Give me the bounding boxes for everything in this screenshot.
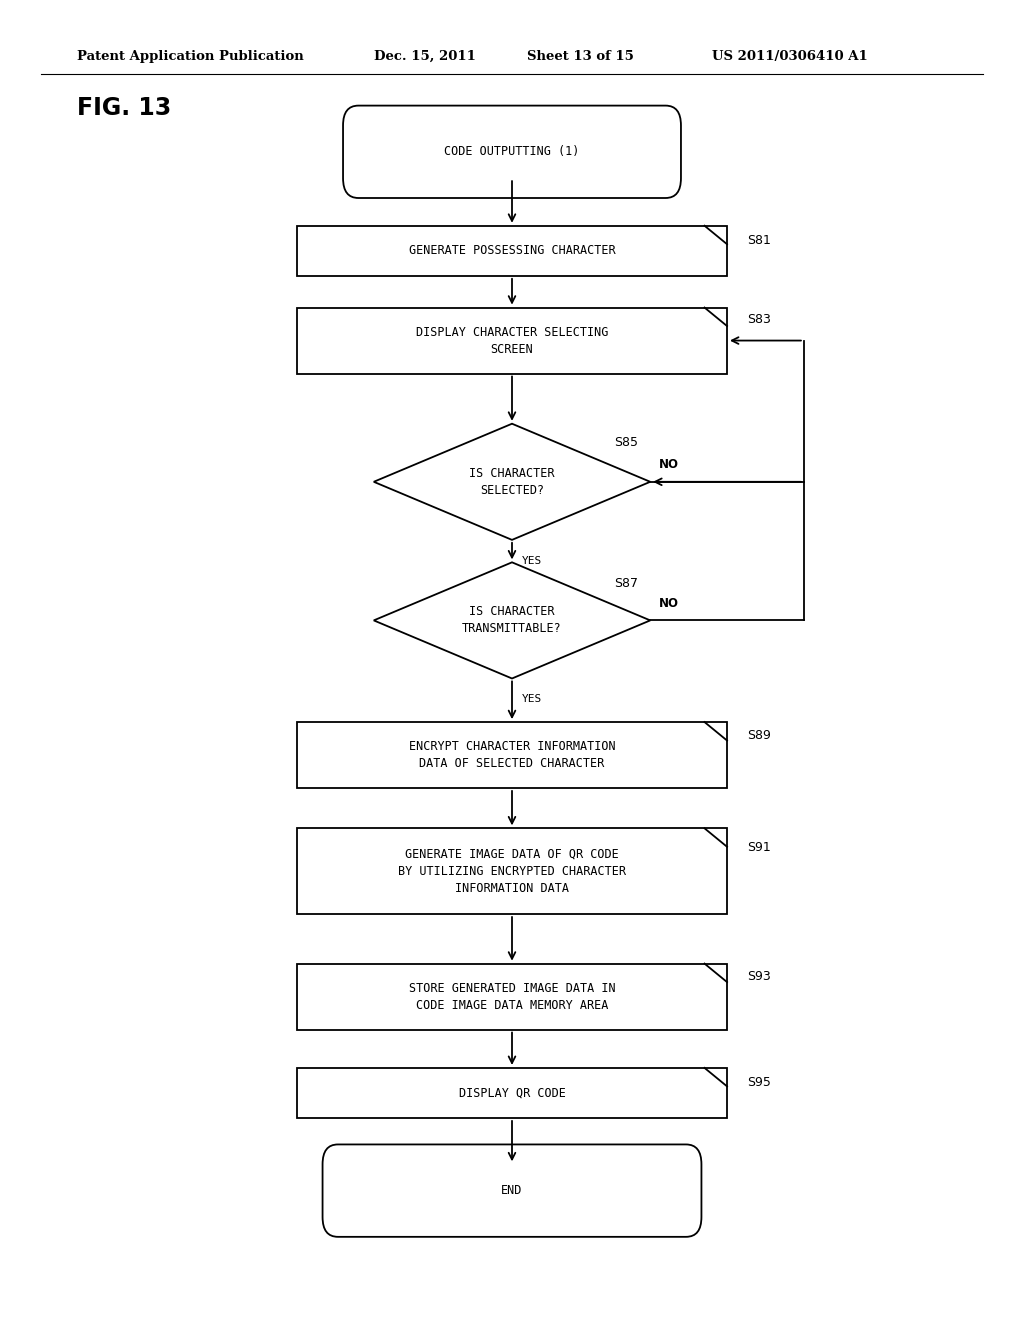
Text: END: END: [502, 1184, 522, 1197]
Text: Patent Application Publication: Patent Application Publication: [77, 50, 303, 63]
Text: FIG. 13: FIG. 13: [77, 96, 171, 120]
Text: S91: S91: [748, 841, 771, 854]
Text: GENERATE IMAGE DATA OF QR CODE
BY UTILIZING ENCRYPTED CHARACTER
INFORMATION DATA: GENERATE IMAGE DATA OF QR CODE BY UTILIZ…: [398, 847, 626, 895]
Bar: [297, 1068, 727, 1118]
Text: S83: S83: [748, 313, 771, 326]
Text: S87: S87: [614, 577, 638, 590]
Bar: [297, 964, 727, 1030]
Text: NO: NO: [658, 597, 679, 610]
Bar: [297, 226, 727, 276]
Text: YES: YES: [522, 556, 543, 566]
Text: DISPLAY CHARACTER SELECTING
SCREEN: DISPLAY CHARACTER SELECTING SCREEN: [416, 326, 608, 355]
Polygon shape: [374, 562, 650, 678]
Text: CODE OUTPUTTING (1): CODE OUTPUTTING (1): [444, 145, 580, 158]
Bar: [297, 722, 727, 788]
Text: US 2011/0306410 A1: US 2011/0306410 A1: [712, 50, 867, 63]
Text: ENCRYPT CHARACTER INFORMATION
DATA OF SELECTED CHARACTER: ENCRYPT CHARACTER INFORMATION DATA OF SE…: [409, 741, 615, 770]
Text: S81: S81: [748, 234, 771, 247]
Text: Sheet 13 of 15: Sheet 13 of 15: [527, 50, 634, 63]
Polygon shape: [374, 424, 650, 540]
Text: STORE GENERATED IMAGE DATA IN
CODE IMAGE DATA MEMORY AREA: STORE GENERATED IMAGE DATA IN CODE IMAGE…: [409, 982, 615, 1011]
Text: IS CHARACTER
SELECTED?: IS CHARACTER SELECTED?: [469, 467, 555, 496]
Text: S85: S85: [614, 436, 638, 449]
Text: NO: NO: [658, 458, 679, 471]
Text: DISPLAY QR CODE: DISPLAY QR CODE: [459, 1086, 565, 1100]
FancyBboxPatch shape: [323, 1144, 701, 1237]
Text: IS CHARACTER
TRANSMITTABLE?: IS CHARACTER TRANSMITTABLE?: [462, 606, 562, 635]
FancyBboxPatch shape: [343, 106, 681, 198]
Text: YES: YES: [522, 694, 543, 705]
Bar: [297, 308, 727, 374]
Text: Dec. 15, 2011: Dec. 15, 2011: [374, 50, 475, 63]
Bar: [297, 829, 727, 913]
Text: S89: S89: [748, 729, 771, 742]
Text: S93: S93: [748, 970, 771, 983]
Text: GENERATE POSSESSING CHARACTER: GENERATE POSSESSING CHARACTER: [409, 244, 615, 257]
Text: S95: S95: [748, 1076, 771, 1089]
